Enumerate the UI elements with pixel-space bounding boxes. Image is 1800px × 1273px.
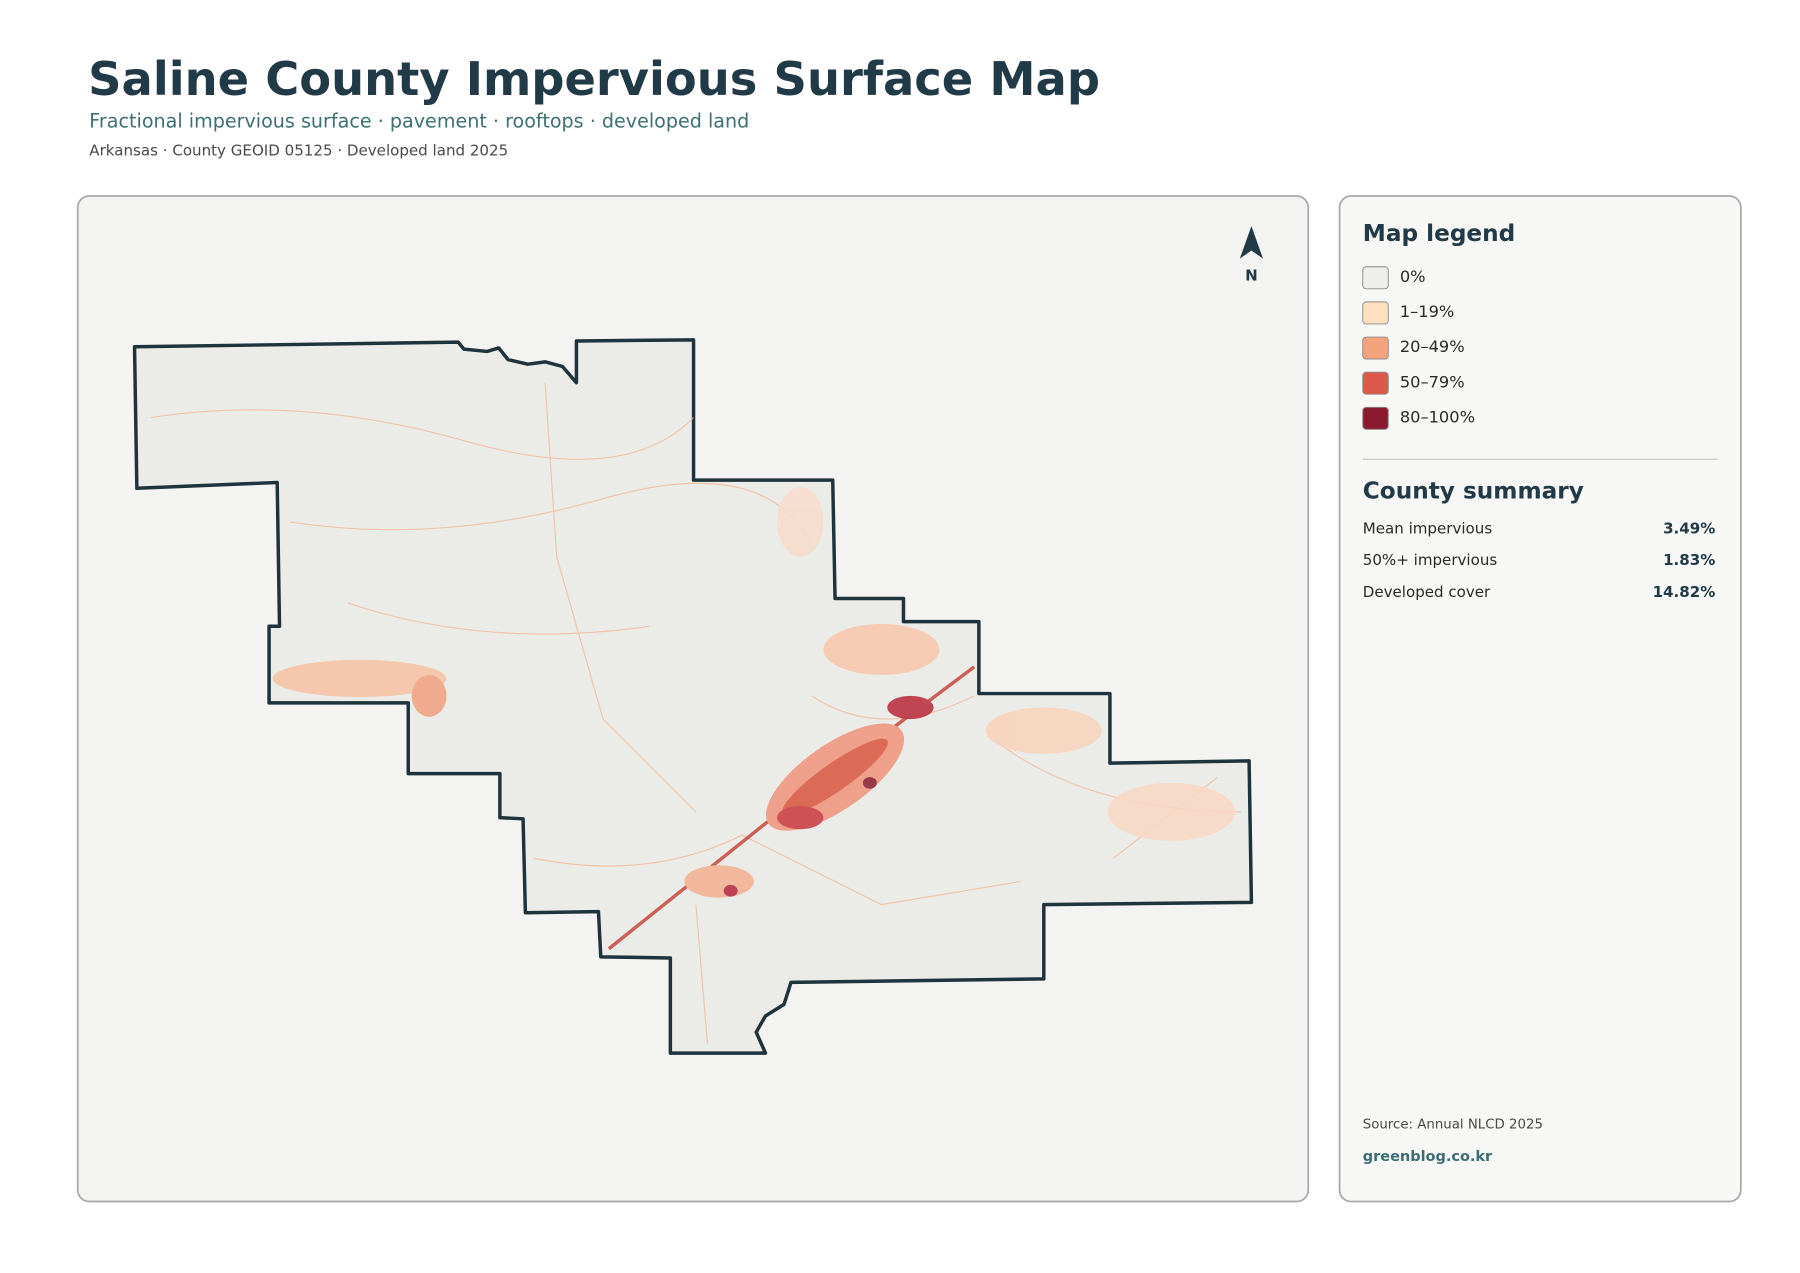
legend-items: 0% 1–19% 20–49% 50–79% 80–100% <box>1362 266 1475 430</box>
county-outline <box>132 338 1254 1055</box>
urban-area <box>272 487 1236 951</box>
north-arrow-shape <box>1239 226 1264 259</box>
summary-label: Mean impervious <box>1363 520 1493 538</box>
subtitle: Fractional impervious surface · pavement… <box>89 110 749 133</box>
legend-swatch <box>1362 406 1389 430</box>
legend-label: 20–49% <box>1400 337 1465 356</box>
meta: Arkansas · County GEOID 05125 · Develope… <box>89 141 508 159</box>
legend-title: Map legend <box>1363 220 1516 247</box>
legend-label: 0% <box>1400 267 1426 286</box>
north-arrow: N <box>1239 226 1264 285</box>
summary-rows: Mean impervious 3.49% 50%+ impervious 1.83%… <box>1363 520 1716 601</box>
legend-panel <box>1338 195 1742 1203</box>
summary-value: 3.49% <box>1663 520 1715 538</box>
legend-swatch <box>1362 371 1389 395</box>
legend-swatch <box>1362 301 1389 325</box>
legend-swatch <box>1362 336 1389 360</box>
summary-title: County summary <box>1363 478 1584 505</box>
legend-label: 80–100% <box>1400 407 1475 426</box>
summary-value: 14.82% <box>1653 583 1716 601</box>
roads <box>150 382 1241 1044</box>
legend-swatch <box>1362 266 1389 290</box>
title: Saline County Impervious Surface Map <box>88 52 1100 106</box>
summary-value: 1.83% <box>1663 551 1715 569</box>
legend-label: 1–19% <box>1400 302 1454 321</box>
summary-label: 50%+ impervious <box>1363 551 1498 569</box>
summary-label: Developed cover <box>1363 583 1491 601</box>
county <box>132 338 1254 1055</box>
site: greenblog.co.kr <box>1363 1149 1493 1165</box>
source: Source: Annual NLCD 2025 <box>1363 1117 1543 1132</box>
north-label: N <box>1245 267 1258 285</box>
legend-label: 50–79% <box>1400 372 1465 391</box>
